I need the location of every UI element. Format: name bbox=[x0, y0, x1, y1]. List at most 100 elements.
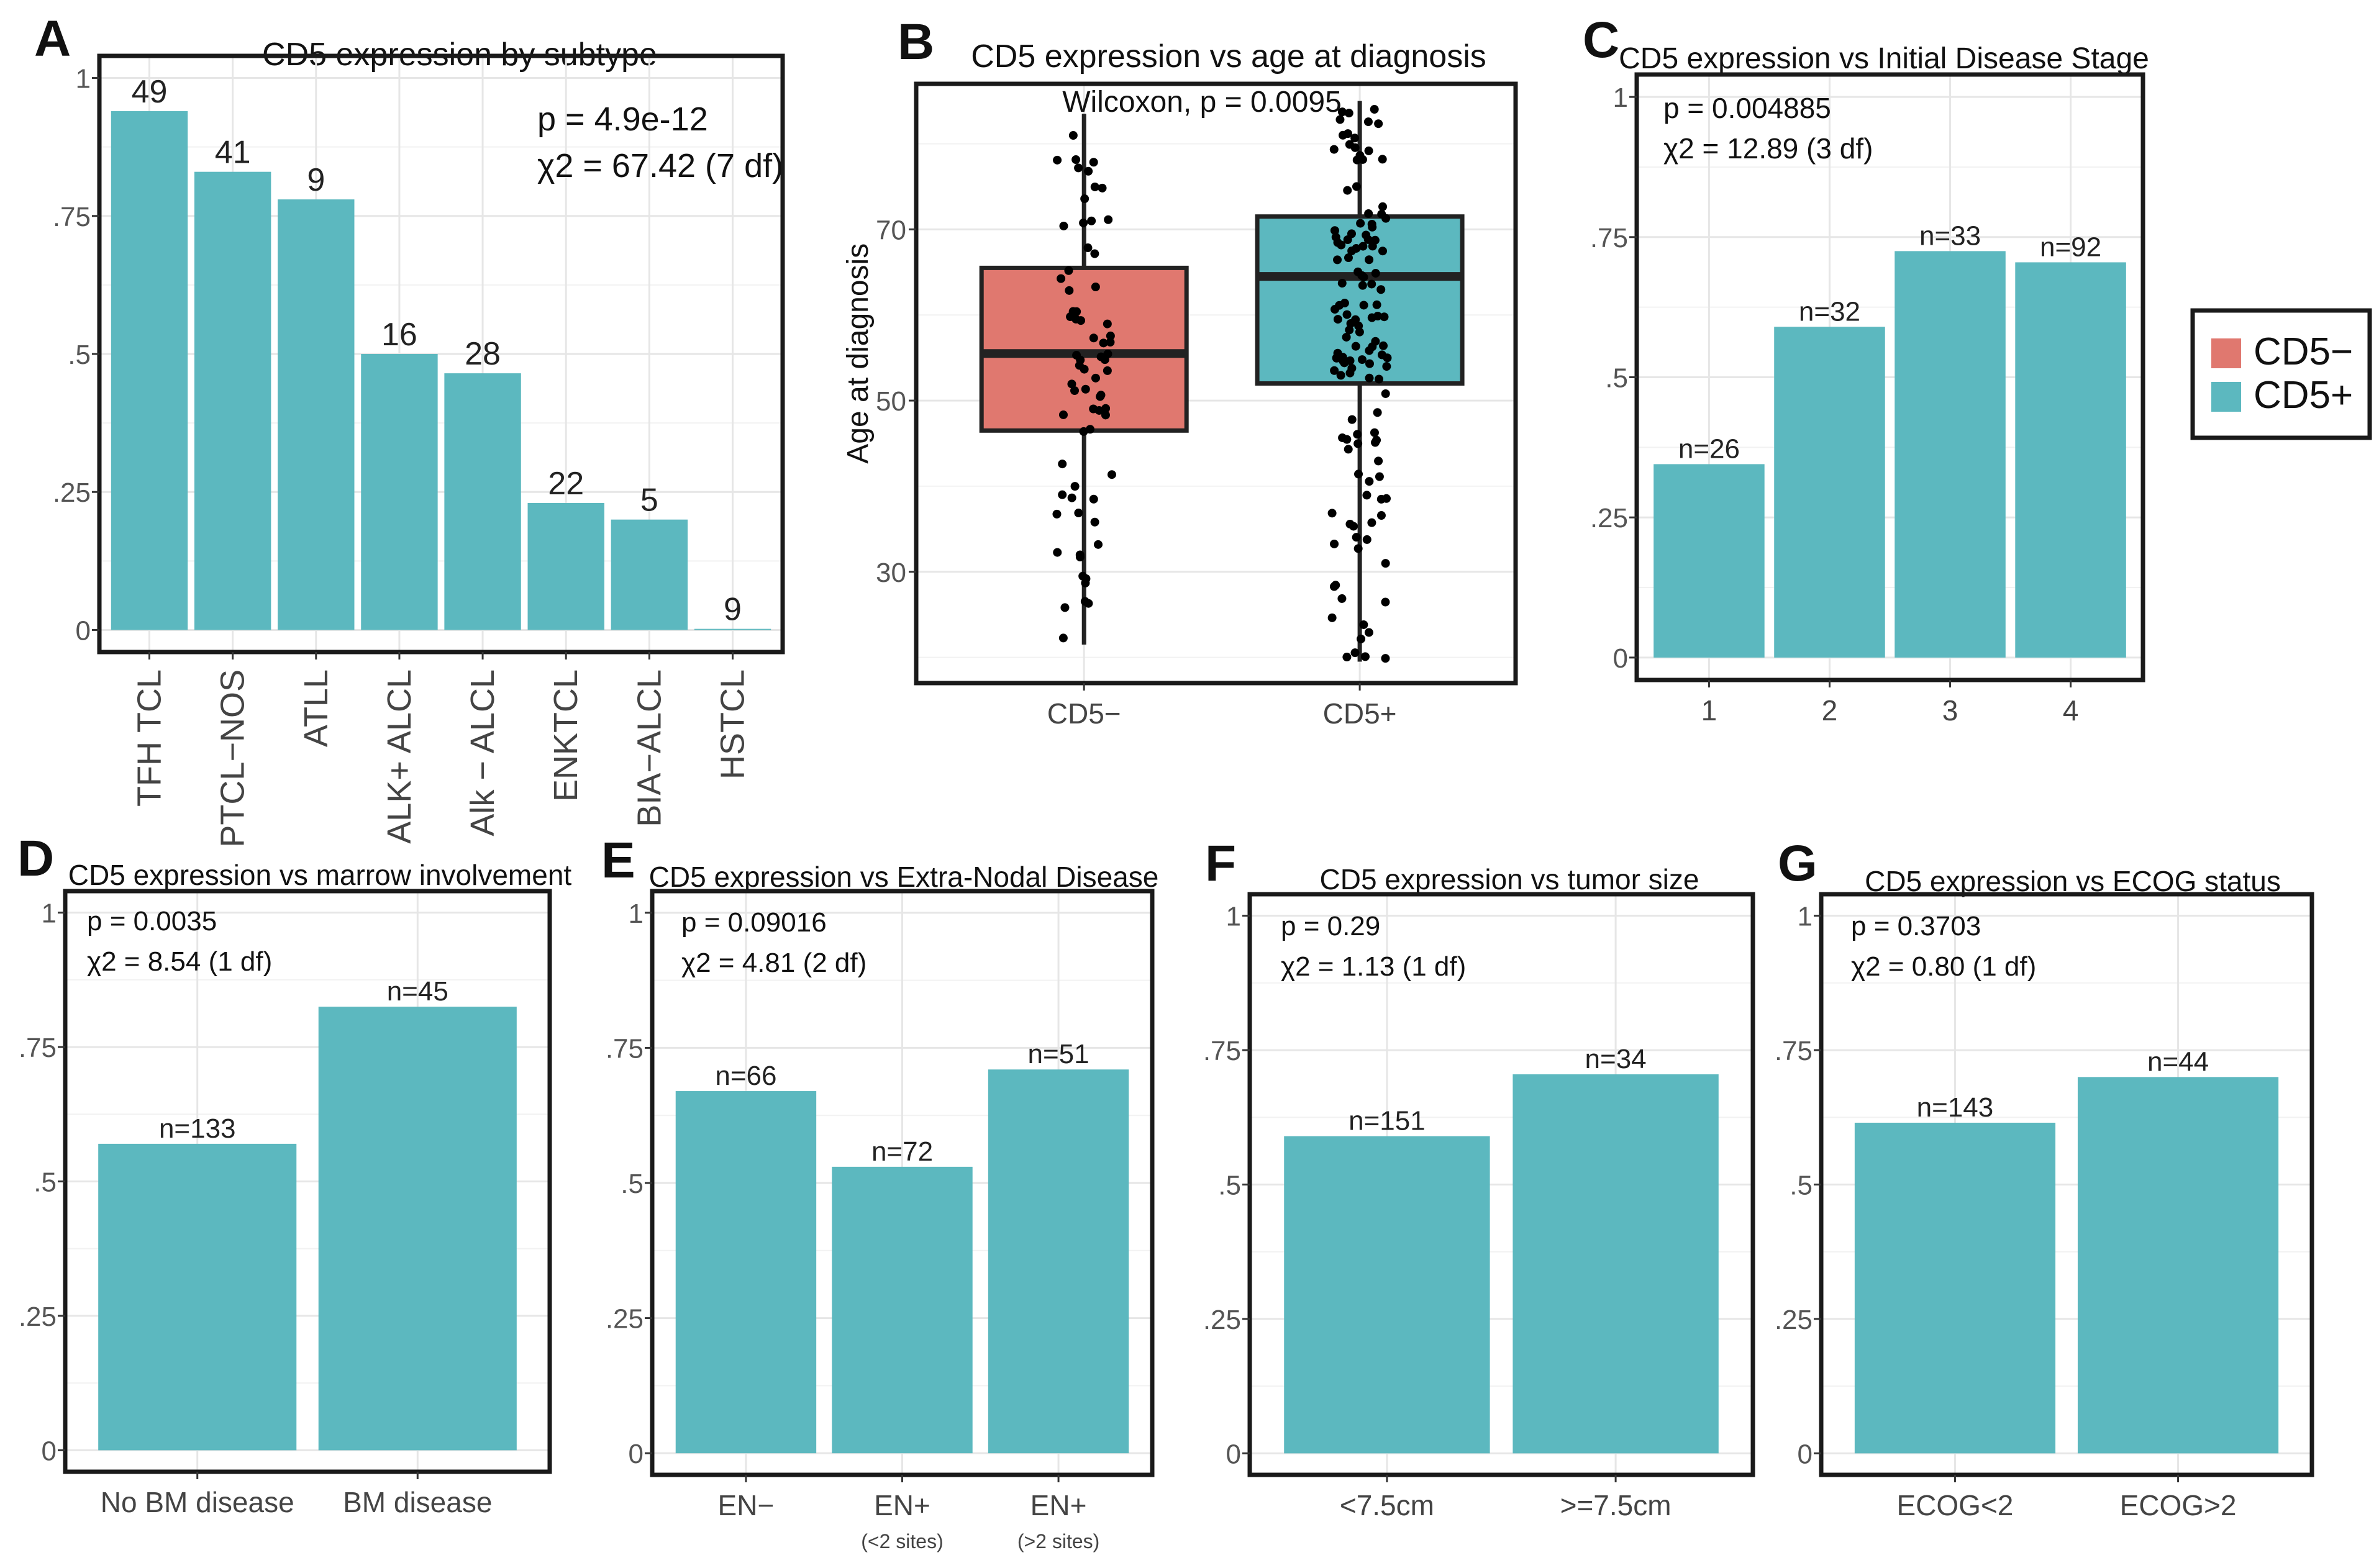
data-point bbox=[1347, 247, 1357, 256]
ytick-label: .25 bbox=[1775, 1305, 1813, 1335]
ytick-label: 0 bbox=[1798, 1439, 1813, 1469]
data-point bbox=[1074, 163, 1083, 173]
bar-label: 22 bbox=[548, 466, 584, 502]
panel-g: G CD5 expression vs ECOG status n=143 n=44 0… bbox=[1775, 835, 2314, 1521]
data-point bbox=[1091, 373, 1100, 383]
ytick-label: .75 bbox=[1203, 1036, 1241, 1066]
xtick-label: 3 bbox=[1942, 694, 1958, 727]
data-point bbox=[1357, 634, 1366, 643]
bar-label: n=143 bbox=[1917, 1092, 1994, 1123]
data-point bbox=[1370, 235, 1380, 245]
data-point bbox=[1367, 518, 1376, 527]
data-point bbox=[1358, 281, 1367, 290]
stats-annotation: χ2 = 12.89 (3 df) bbox=[1663, 132, 1873, 165]
data-point bbox=[1070, 482, 1080, 491]
data-point bbox=[1081, 384, 1090, 394]
xtick-label: 2 bbox=[1822, 694, 1838, 727]
data-point bbox=[1331, 232, 1340, 242]
data-point bbox=[1107, 470, 1116, 479]
data-point bbox=[1330, 539, 1339, 548]
legend-swatch-1 bbox=[2211, 338, 2241, 368]
data-point bbox=[1099, 338, 1108, 348]
data-point bbox=[1090, 249, 1099, 258]
data-point bbox=[1364, 146, 1373, 155]
bar-1 bbox=[98, 1143, 297, 1451]
data-point bbox=[1080, 597, 1089, 606]
xtick-label: PTCL−NOS bbox=[214, 669, 252, 848]
legend-label: CD5− bbox=[2254, 330, 2353, 373]
data-point bbox=[1330, 226, 1339, 235]
data-point bbox=[1351, 342, 1360, 351]
bar-label: n=66 bbox=[715, 1061, 776, 1091]
ytick-label: 0 bbox=[629, 1439, 644, 1469]
panel-letter: G bbox=[1778, 835, 1817, 892]
bar-3 bbox=[988, 1069, 1129, 1454]
data-point bbox=[1353, 439, 1363, 448]
data-point bbox=[1365, 477, 1374, 486]
xtick-label: HSTCL bbox=[714, 669, 752, 779]
bar-label: 5 bbox=[640, 483, 658, 519]
data-point bbox=[1052, 509, 1062, 519]
bar-6 bbox=[527, 503, 604, 630]
data-point bbox=[1060, 603, 1070, 612]
data-point bbox=[1106, 338, 1115, 347]
bar-2 bbox=[1512, 1074, 1719, 1454]
data-point bbox=[1330, 366, 1339, 375]
data-point bbox=[1344, 253, 1353, 263]
data-point bbox=[1362, 491, 1371, 500]
data-point bbox=[1362, 230, 1371, 240]
data-point bbox=[1381, 559, 1390, 568]
data-point bbox=[1067, 379, 1076, 389]
data-point bbox=[1376, 285, 1386, 294]
ytick-label: .5 bbox=[1790, 1171, 1813, 1201]
data-point bbox=[1096, 352, 1106, 361]
chart-title: CD5 expression vs age at diagnosis bbox=[971, 39, 1486, 75]
data-point bbox=[1068, 307, 1078, 316]
data-point bbox=[1337, 279, 1347, 288]
data-point bbox=[1101, 404, 1111, 413]
xtick-label: ECOG<2 bbox=[1896, 1489, 2013, 1521]
data-point bbox=[1071, 155, 1081, 165]
data-point bbox=[1376, 494, 1386, 504]
ytick-label: 0 bbox=[1613, 643, 1628, 674]
data-point bbox=[1343, 129, 1352, 138]
ytick-label: 1 bbox=[1613, 83, 1628, 113]
data-point bbox=[1372, 300, 1381, 309]
data-point bbox=[1058, 490, 1067, 499]
bar-label: n=45 bbox=[387, 976, 448, 1007]
data-point bbox=[1367, 279, 1376, 289]
bar-label: 28 bbox=[465, 336, 501, 372]
data-point bbox=[1349, 522, 1358, 531]
data-point bbox=[1381, 654, 1390, 663]
xtick-label: EN− bbox=[718, 1489, 775, 1521]
data-point bbox=[1089, 494, 1098, 504]
data-point bbox=[1350, 134, 1360, 143]
data-point bbox=[1347, 363, 1357, 373]
data-point bbox=[1359, 301, 1368, 310]
bar-4 bbox=[2015, 262, 2126, 658]
data-point bbox=[1342, 653, 1352, 662]
data-point bbox=[1367, 313, 1376, 322]
data-point bbox=[1380, 312, 1389, 322]
data-point bbox=[1365, 373, 1374, 383]
data-point bbox=[1076, 355, 1085, 365]
data-point bbox=[1096, 391, 1106, 400]
chart-title: CD5 expression vs Initial Disease Stage bbox=[1619, 42, 2149, 75]
ytick-label: .75 bbox=[19, 1033, 57, 1063]
data-point bbox=[1371, 438, 1380, 447]
data-point bbox=[1333, 315, 1342, 324]
panel-e: E CD5 expression vs Extra-Nodal Disease n=… bbox=[601, 832, 1158, 1552]
data-point bbox=[1098, 183, 1107, 193]
data-point bbox=[1090, 517, 1099, 527]
bar-1 bbox=[1653, 464, 1765, 658]
panel-letter: C bbox=[1583, 12, 1619, 68]
data-point bbox=[1058, 410, 1068, 419]
xtick-label: ATLL bbox=[298, 669, 335, 747]
bar-2 bbox=[832, 1166, 973, 1454]
data-point bbox=[1368, 342, 1377, 351]
bar-1 bbox=[1284, 1136, 1490, 1454]
xtick-label: ENKTCL bbox=[547, 669, 585, 802]
legend-label: CD5+ bbox=[2254, 374, 2353, 417]
xtick-label: ECOG>2 bbox=[2120, 1489, 2237, 1521]
